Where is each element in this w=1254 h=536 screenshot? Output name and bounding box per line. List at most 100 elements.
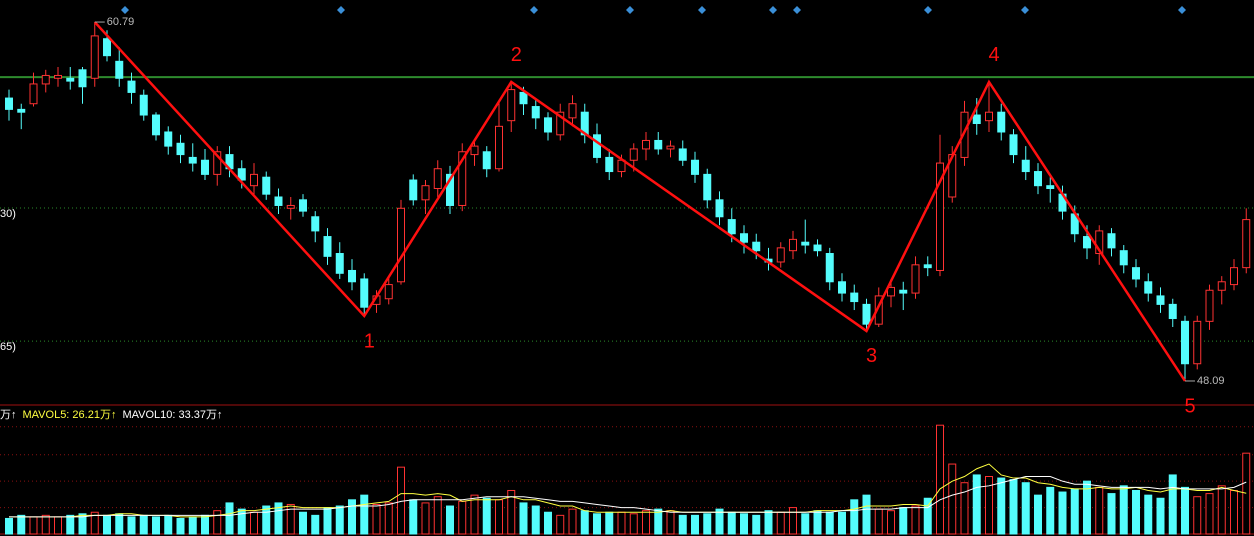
signal-marker — [1178, 6, 1186, 14]
candle-body — [470, 145, 479, 156]
candle — [299, 194, 307, 217]
candle — [899, 281, 908, 311]
volume-bar — [678, 514, 687, 535]
candle-body — [1046, 185, 1055, 190]
candle-body — [507, 89, 516, 122]
signal-marker — [924, 6, 932, 14]
candle — [568, 95, 577, 127]
candle-body — [1095, 230, 1104, 255]
candle — [703, 168, 712, 209]
volume-bar — [580, 510, 589, 535]
volume-bar — [617, 511, 626, 535]
candle — [323, 228, 332, 265]
candle — [740, 225, 748, 254]
candle — [862, 298, 871, 331]
candle — [1021, 146, 1030, 181]
volume-bar — [225, 502, 234, 535]
volume-bar — [985, 475, 993, 535]
candle-body — [250, 173, 258, 187]
candle-body — [838, 281, 846, 294]
candle-body — [874, 295, 883, 325]
candle — [1242, 208, 1251, 274]
y-tick-label: 65) — [0, 341, 16, 353]
candle — [433, 160, 442, 197]
candle — [1095, 225, 1104, 265]
volume-bar — [1181, 486, 1189, 535]
volume-bar — [66, 514, 75, 535]
candle-body — [531, 106, 540, 119]
volume-bar — [1205, 493, 1214, 535]
volume-bar — [1046, 486, 1055, 535]
volume-bar — [1156, 497, 1165, 535]
zigzag-line — [93, 21, 1187, 382]
volume-bar — [715, 508, 724, 535]
candle — [188, 143, 197, 172]
volume-bar — [948, 463, 957, 535]
signal-marker — [626, 6, 634, 14]
volume-bar — [90, 511, 99, 535]
volume-bar — [103, 514, 111, 535]
candle — [1156, 287, 1165, 313]
candle-body — [691, 159, 699, 175]
candle-body — [299, 199, 307, 212]
candle-body — [1181, 320, 1189, 365]
volume-bar — [703, 513, 712, 535]
volume-bar — [972, 474, 981, 535]
volume-bar — [1107, 493, 1116, 535]
candle-body — [139, 94, 148, 116]
candle — [544, 112, 552, 141]
candle-body — [568, 103, 577, 119]
volume-bar — [482, 497, 491, 535]
volume-bar — [152, 516, 160, 535]
candle — [1107, 228, 1116, 257]
volume-bar — [727, 511, 736, 535]
candle-body — [201, 159, 209, 175]
candle — [41, 69, 50, 93]
wave-label: 1 — [364, 330, 375, 352]
candle-body — [1217, 281, 1226, 291]
candle-body — [997, 111, 1006, 133]
candle-body — [274, 196, 283, 206]
candle-body — [960, 111, 969, 158]
candle — [262, 171, 271, 200]
candle — [1034, 163, 1042, 195]
extreme-label: 60.79 — [107, 16, 135, 28]
candle — [164, 126, 173, 155]
volume-bar — [740, 513, 748, 535]
wave-label: 5 — [1184, 395, 1195, 417]
candle — [1205, 284, 1214, 330]
candle-body — [360, 278, 369, 308]
volume-bar — [1009, 479, 1018, 535]
y-tick-label: 30) — [0, 208, 16, 220]
candle-body — [41, 74, 50, 85]
signal-marker — [337, 6, 345, 14]
candle — [495, 100, 503, 172]
candle-body — [495, 125, 503, 170]
volume-bar — [776, 511, 785, 535]
volume-bar — [1083, 480, 1091, 535]
volume-bar — [1070, 488, 1079, 535]
volume-bar — [201, 514, 209, 535]
candle-body — [605, 156, 614, 173]
extreme-label: 48.09 — [1197, 375, 1225, 387]
signal-marker — [793, 6, 801, 14]
candle-body — [66, 77, 75, 82]
wave-label: 2 — [511, 44, 522, 66]
candle — [397, 199, 405, 285]
candle — [90, 22, 99, 87]
candle-body — [384, 284, 393, 300]
volume-bar — [1021, 482, 1030, 535]
candle-body — [629, 148, 638, 161]
candle-body — [90, 35, 99, 79]
candle — [286, 196, 295, 220]
candle-body — [813, 244, 822, 252]
volume-bar — [433, 496, 442, 535]
signal-marker — [698, 6, 706, 14]
volume-bar — [127, 516, 136, 535]
candle-body — [1144, 281, 1153, 294]
volume-bar — [605, 511, 614, 535]
volume-bar — [666, 510, 675, 535]
volume-bar — [1168, 474, 1177, 535]
candle — [335, 242, 344, 279]
